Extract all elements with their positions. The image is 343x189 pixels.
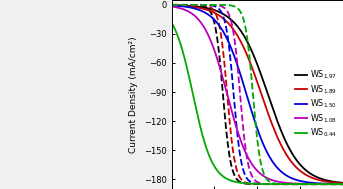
Legend: WS$_{\mathregular{1.97}}$, WS$_{\mathregular{1.89}}$, WS$_{\mathregular{1.50}}$,: WS$_{\mathregular{1.97}}$, WS$_{\mathreg… <box>293 67 339 141</box>
Y-axis label: Current Density (mA/cm²): Current Density (mA/cm²) <box>129 36 138 153</box>
